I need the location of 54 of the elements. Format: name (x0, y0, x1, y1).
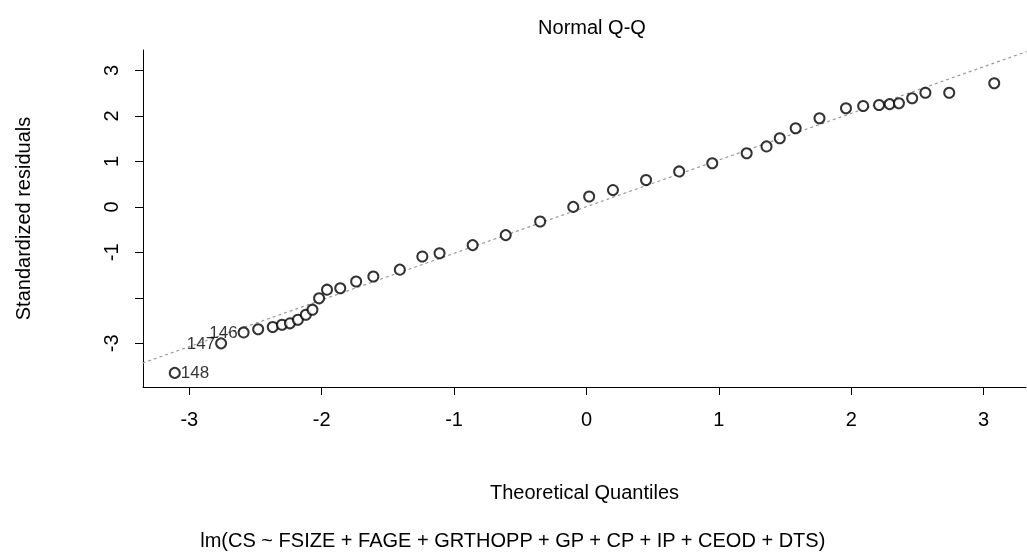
point (350, 275, 363, 288)
chart-title: Normal Q-Q (538, 16, 646, 38)
annotation: 148 (180, 363, 210, 383)
y-tick-label: 0 (100, 201, 122, 213)
point (416, 250, 429, 263)
point (892, 97, 905, 110)
point (839, 102, 852, 115)
point (321, 283, 334, 296)
point (567, 200, 580, 213)
point (215, 337, 228, 350)
point (393, 263, 406, 276)
point (988, 77, 1001, 90)
point (433, 247, 446, 260)
point (466, 239, 479, 252)
point (313, 292, 326, 305)
x-tick-label: -3 (180, 408, 199, 430)
x-tick-label: -1 (445, 408, 463, 430)
point (760, 140, 773, 153)
x-tick-label: -2 (312, 408, 331, 430)
y-tick-label: -3 (100, 334, 122, 353)
point (266, 320, 279, 333)
y-tick-label: -1 (100, 243, 122, 262)
point (857, 99, 870, 112)
point (583, 190, 596, 203)
point (740, 147, 753, 160)
point (499, 229, 512, 242)
point (813, 112, 826, 125)
y-tick-label: 3 (100, 64, 122, 77)
point (773, 132, 786, 145)
y-tick-label: 2 (100, 110, 122, 122)
point (168, 366, 181, 379)
point (306, 303, 319, 316)
x-tick-label: 1 (713, 408, 725, 430)
x-tick-label: 0 (580, 408, 593, 430)
point (943, 86, 956, 99)
point (237, 326, 250, 339)
x-axis-title: Theoretical Quantiles (490, 481, 679, 503)
point (673, 165, 686, 178)
point (873, 99, 886, 112)
x-tick-label: 3 (978, 408, 990, 430)
point (919, 86, 932, 99)
point (606, 184, 619, 197)
point (534, 215, 547, 228)
point (334, 282, 347, 295)
point (706, 157, 719, 170)
point (906, 92, 919, 105)
point (789, 122, 802, 135)
text: lm(CS ~ FSIZE + FAGE + GRTHOPP + GP + CP + IP + CEOD + DTS) (200, 529, 826, 551)
y-tick-label: 1 (100, 155, 122, 167)
point (640, 174, 653, 187)
point (252, 323, 265, 336)
point (367, 270, 380, 283)
y-axis-title: Standardized residuals (12, 116, 34, 321)
x-tick-label: 2 (845, 408, 857, 430)
